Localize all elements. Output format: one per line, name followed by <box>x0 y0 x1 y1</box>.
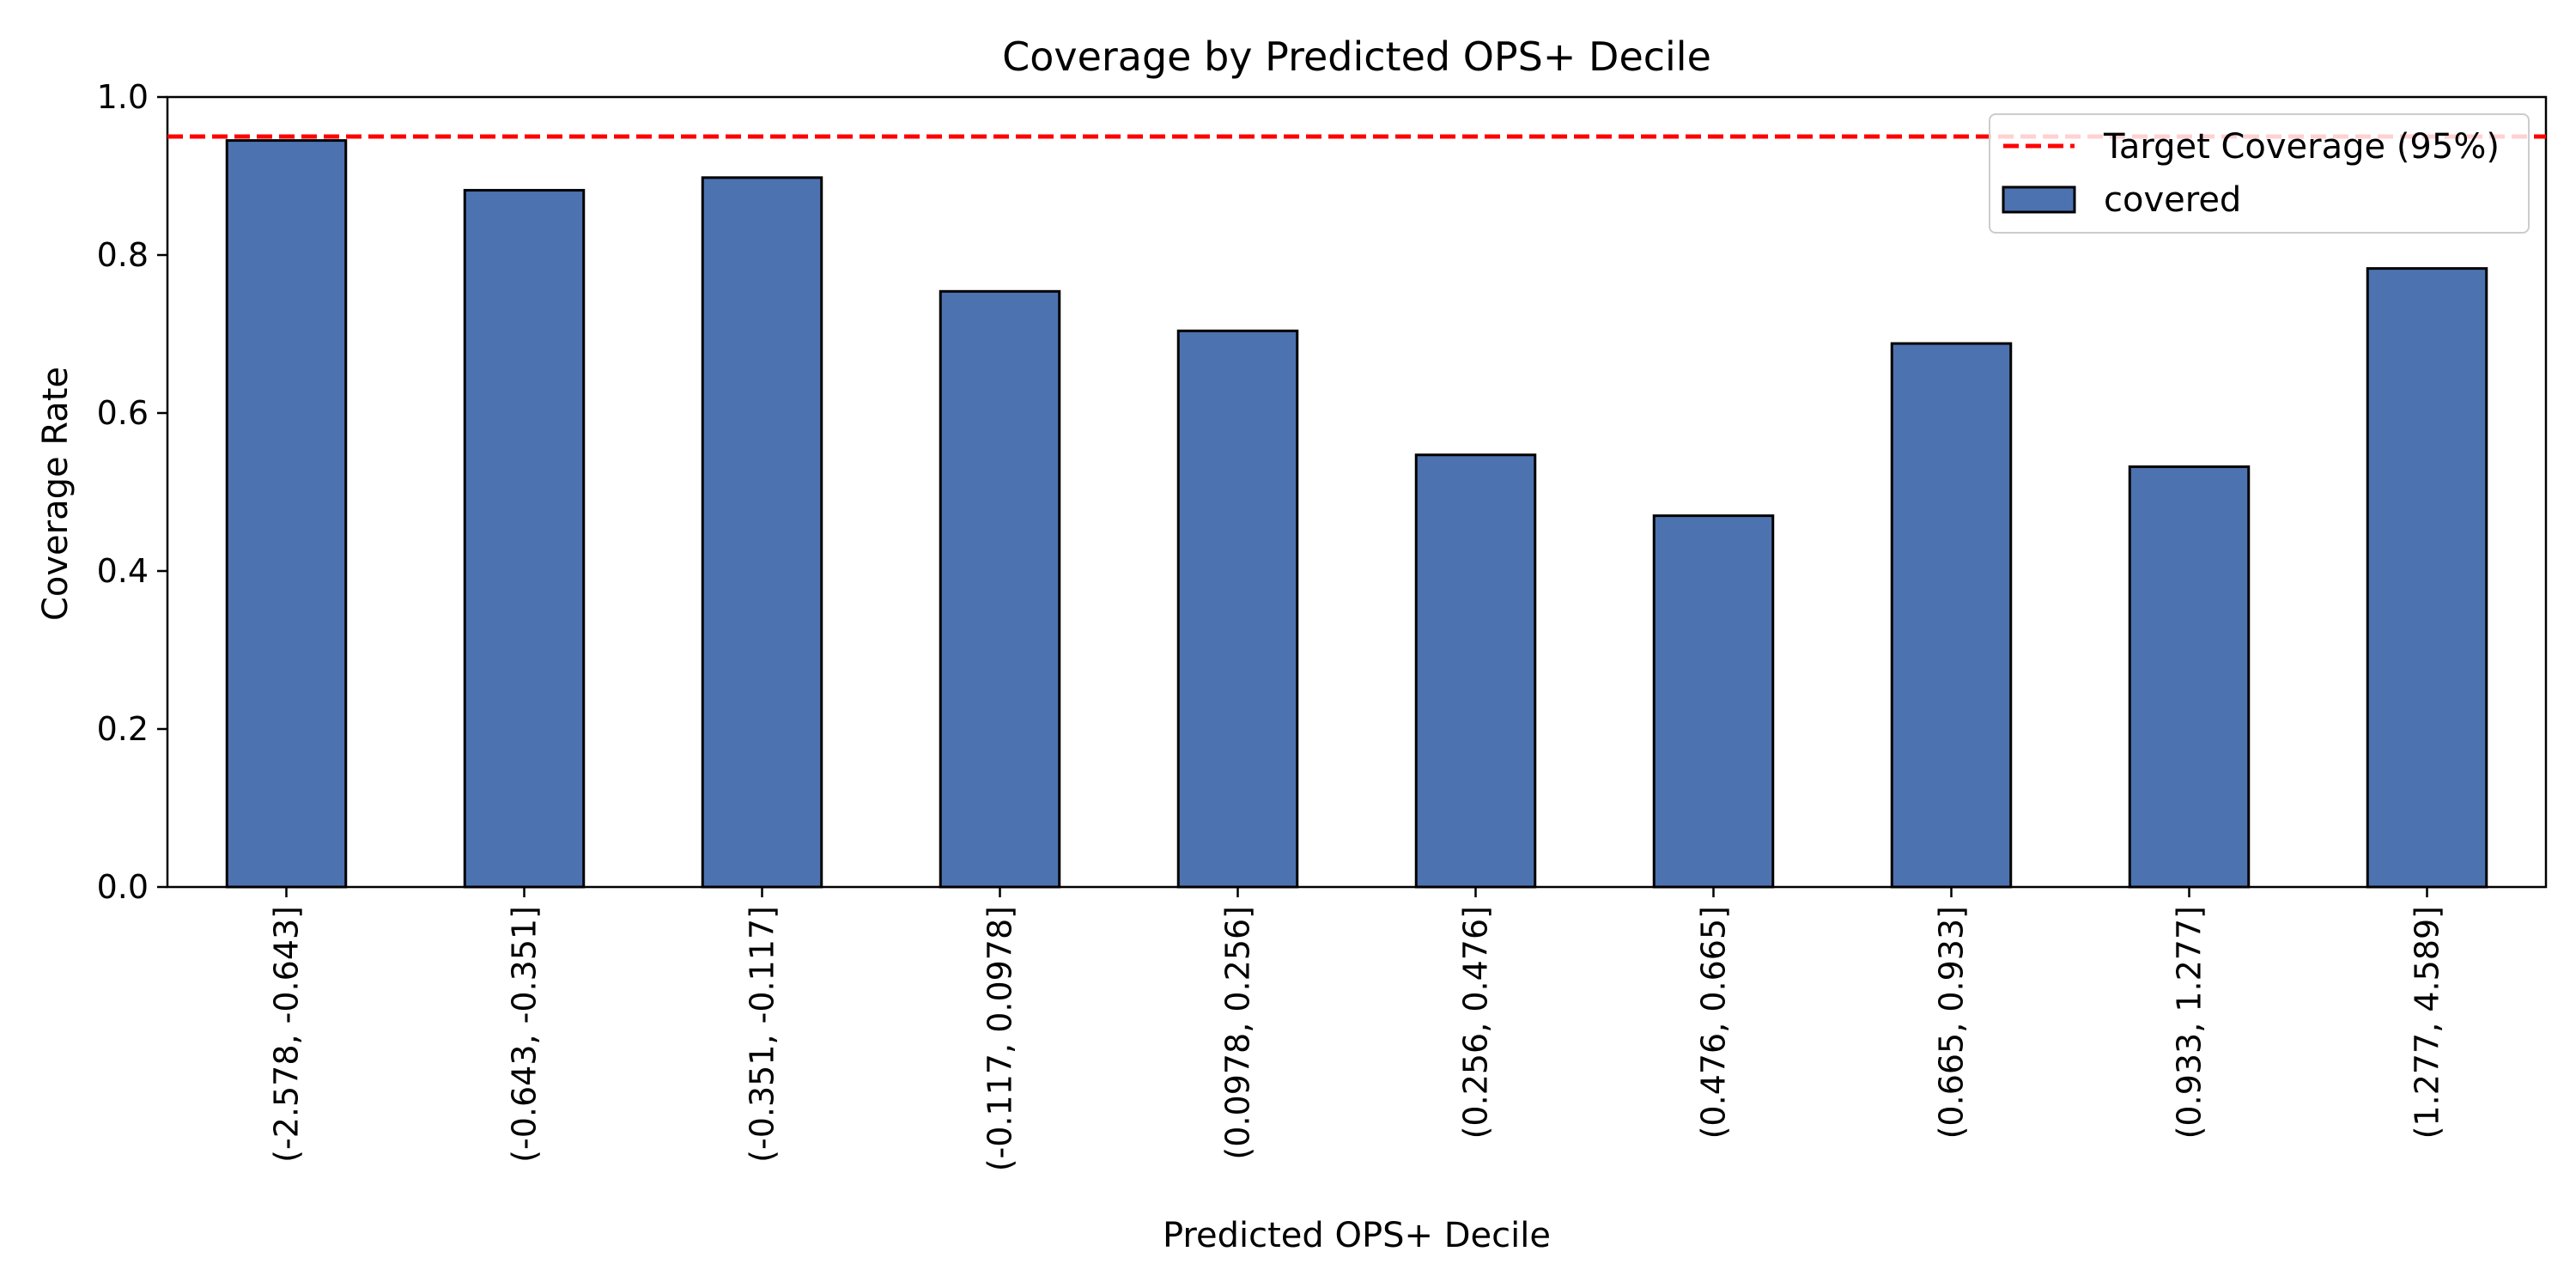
x-tick-label: (0.0978, 0.256] <box>1219 906 1257 1160</box>
legend: Target Coverage (95%) covered <box>1989 113 2530 234</box>
legend-frame <box>1989 113 2530 234</box>
bar-10 <box>2366 267 2488 889</box>
x-tick-label: (1.277, 4.589] <box>2409 906 2446 1139</box>
x-tick-label: (-0.351, -0.117] <box>744 906 781 1163</box>
y-tick-label: 1.0 <box>97 78 149 116</box>
bars-layer <box>225 139 2488 889</box>
x-tick-label: (0.256, 0.476] <box>1457 906 1495 1139</box>
legend-covered-swatch <box>2002 185 2076 214</box>
bar-1 <box>225 139 348 889</box>
bar-5 <box>1176 329 1299 889</box>
x-tick-label: (0.476, 0.665] <box>1695 906 1733 1139</box>
y-tick-label: 0.2 <box>97 710 149 748</box>
legend-covered-label: covered <box>2104 180 2241 220</box>
bar-8 <box>1890 342 2013 889</box>
bar-2 <box>463 189 586 889</box>
x-tick-label: (0.665, 0.933] <box>1933 906 1971 1139</box>
y-axis-label: Coverage Rate <box>36 367 76 621</box>
y-tick-label: 0.6 <box>97 394 149 432</box>
chart-title: Coverage by Predicted OPS+ Decile <box>1002 33 1711 80</box>
y-tick-label: 0.0 <box>97 868 149 906</box>
plot-frame <box>166 95 2548 889</box>
y-tick-label: 0.8 <box>97 236 149 274</box>
x-tick-label: (-0.117, 0.0978] <box>981 906 1019 1171</box>
x-axis-label: Predicted OPS+ Decile <box>1163 1216 1551 1255</box>
x-tick-label: (-2.578, -0.643] <box>268 906 306 1163</box>
axes-layer: 0.0 0.2 0.4 0.6 0.8 1.0 (-2.578, -0.643] (-0.64… <box>97 78 2548 1171</box>
bar-4 <box>939 289 1061 889</box>
bar-3 <box>701 176 823 889</box>
bar-7 <box>1652 514 1775 889</box>
bar-9 <box>2128 465 2251 889</box>
y-tick-label: 0.4 <box>97 552 149 590</box>
x-tick-label: (-0.643, -0.351] <box>506 906 544 1163</box>
bar-6 <box>1414 453 1537 889</box>
x-tick-label: (0.933, 1.277] <box>2171 906 2208 1139</box>
legend-reference-label: Target Coverage (95%) <box>2103 127 2500 167</box>
